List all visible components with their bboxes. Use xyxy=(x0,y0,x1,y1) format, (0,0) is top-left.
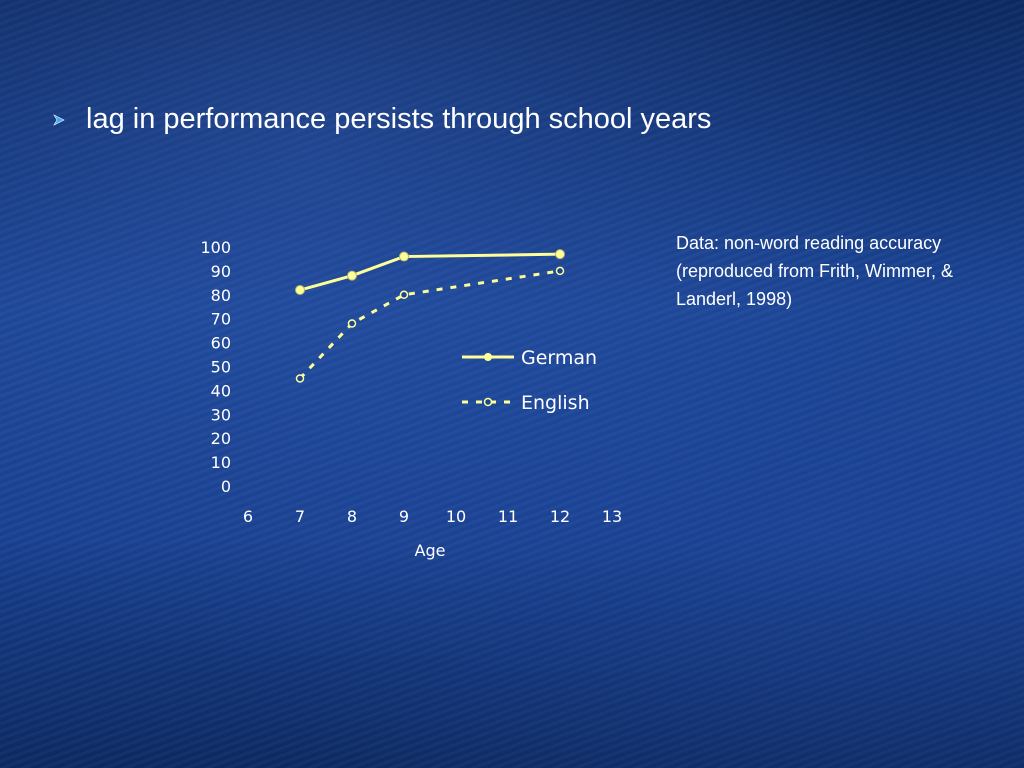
x-axis-title: Age xyxy=(415,541,446,560)
legend-marker-german xyxy=(484,353,492,361)
data-point-german xyxy=(399,251,409,262)
x-tick-label: 6 xyxy=(243,507,253,526)
bullet-text: lag in performance persists through scho… xyxy=(86,103,712,135)
y-tick-label: 10 xyxy=(211,453,231,472)
arrow-bullet-icon xyxy=(53,113,65,126)
data-point-german xyxy=(555,249,565,260)
x-tick-label: 7 xyxy=(295,507,305,526)
y-tick-label: 0 xyxy=(221,477,231,496)
data-source-note: Data: non-word reading accuracy (reprodu… xyxy=(676,233,954,309)
data-point-english xyxy=(347,319,357,328)
x-tick-label: 8 xyxy=(347,507,357,526)
legend-label-english: English xyxy=(521,392,590,414)
x-tick-label: 12 xyxy=(550,507,570,526)
data-point-english xyxy=(399,290,409,300)
x-tick-label: 13 xyxy=(602,507,622,526)
x-tick-label: 11 xyxy=(498,507,518,526)
data-point-english xyxy=(555,266,565,276)
series-line-german xyxy=(299,252,561,292)
data-point-german xyxy=(347,270,357,281)
y-tick-label: 60 xyxy=(211,334,231,353)
y-tick-label: 90 xyxy=(211,262,231,281)
y-tick-label: 70 xyxy=(211,310,231,329)
x-tick-label: 9 xyxy=(399,507,409,526)
data-point-english xyxy=(295,374,305,383)
y-tick-label: 50 xyxy=(211,358,231,377)
y-tick-label: 20 xyxy=(211,429,231,448)
x-tick-label: 10 xyxy=(446,507,466,526)
y-tick-label: 30 xyxy=(211,405,231,424)
series-line-english xyxy=(298,269,561,380)
legend-marker-english xyxy=(483,397,493,407)
legend-label-german: German xyxy=(521,347,597,369)
y-tick-label: 80 xyxy=(211,286,231,305)
y-tick-label: 100 xyxy=(200,238,231,257)
y-tick-label: 40 xyxy=(211,381,231,400)
data-point-german xyxy=(295,285,305,296)
bullet-row: lag in performance persists through scho… xyxy=(52,103,711,136)
